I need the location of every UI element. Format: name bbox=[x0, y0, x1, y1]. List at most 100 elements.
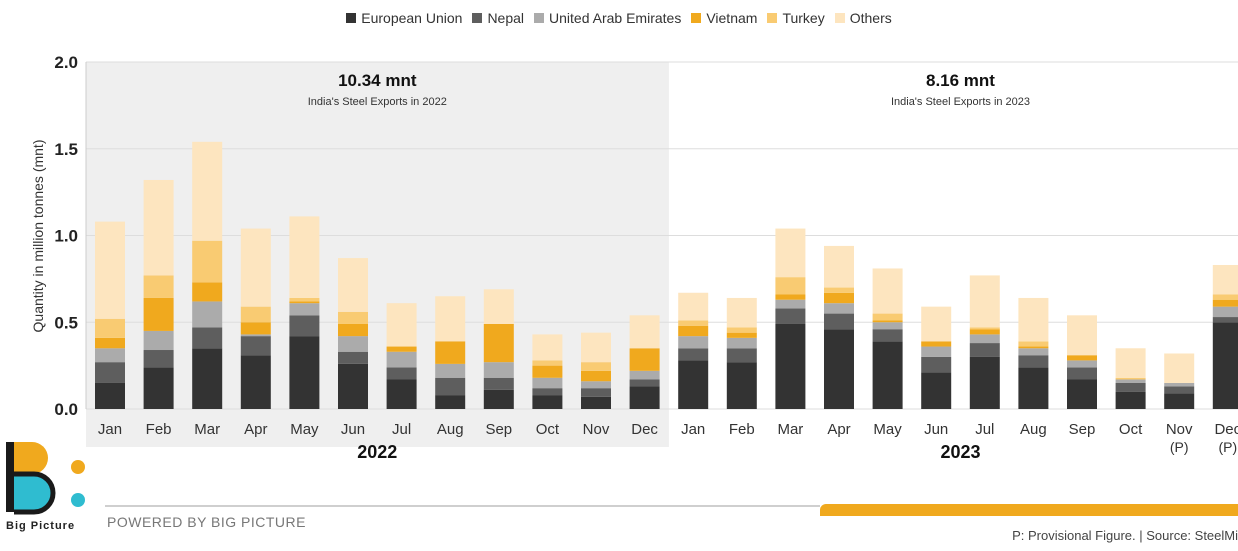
bar-segment bbox=[1212, 306, 1238, 318]
bar-segment bbox=[1018, 348, 1049, 356]
powered-by-text: POWERED BY BIG PICTURE bbox=[107, 514, 306, 530]
bar-segment bbox=[872, 341, 903, 409]
bar-segment bbox=[143, 297, 174, 331]
bar-segment bbox=[338, 258, 368, 312]
x-tick-sublabel: (P) bbox=[1218, 439, 1237, 455]
bar-segment bbox=[192, 240, 223, 283]
x-tick-label: Sep bbox=[485, 421, 512, 438]
x-tick-label: Feb bbox=[729, 421, 755, 438]
year-label: 2022 bbox=[357, 442, 397, 462]
bar-segment bbox=[1164, 393, 1195, 409]
bar-segment bbox=[872, 329, 903, 342]
y-tick-label: 1.0 bbox=[54, 227, 78, 246]
legend-label: Turkey bbox=[782, 10, 825, 26]
bar-segment bbox=[95, 221, 125, 319]
x-tick-label: Feb bbox=[146, 421, 172, 438]
bar-segment bbox=[435, 363, 466, 378]
legend-label: Vietnam bbox=[706, 10, 758, 26]
bar-segment bbox=[581, 370, 611, 382]
bar-segment bbox=[1164, 386, 1195, 394]
bar-segment bbox=[1212, 264, 1238, 295]
bar-segment bbox=[581, 381, 611, 389]
x-tick-label: Sep bbox=[1069, 421, 1096, 438]
bar-segment bbox=[338, 363, 368, 409]
x-tick-label: Aug bbox=[1020, 421, 1047, 438]
bar-segment bbox=[1115, 377, 1146, 380]
bar-segment bbox=[95, 362, 125, 383]
logo-mark-icon bbox=[6, 442, 85, 515]
bar-segment bbox=[532, 334, 563, 361]
y-tick-label: 2.0 bbox=[54, 53, 78, 72]
x-tick-label: Jul bbox=[392, 421, 411, 438]
bar-segment bbox=[192, 301, 223, 328]
bar-segment bbox=[921, 306, 952, 342]
bar-segment bbox=[824, 245, 854, 288]
bar-segment bbox=[532, 360, 563, 366]
bar-segment bbox=[581, 362, 611, 371]
bar-segment bbox=[775, 228, 806, 278]
x-tick-label: Aug bbox=[437, 421, 464, 438]
y-tick-label: 0.5 bbox=[54, 313, 78, 332]
x-tick-label: May bbox=[290, 421, 319, 438]
bar-segment bbox=[1018, 341, 1049, 347]
legend-swatch bbox=[834, 13, 845, 23]
bar-segment bbox=[1212, 294, 1238, 300]
bar-segment bbox=[775, 294, 806, 300]
bar-segment bbox=[678, 292, 709, 321]
bar-segment bbox=[1018, 297, 1049, 342]
bar-segment bbox=[1212, 317, 1238, 323]
bar-segment bbox=[629, 348, 660, 371]
bar-segment bbox=[678, 360, 709, 409]
bar-segment bbox=[386, 351, 417, 368]
bar-segment bbox=[629, 386, 660, 409]
bar-segment bbox=[726, 348, 757, 363]
bar-segment bbox=[143, 275, 174, 298]
x-tick-sublabel: (P) bbox=[1170, 439, 1189, 455]
bar-segment bbox=[581, 388, 611, 397]
legend-label: Nepal bbox=[487, 10, 525, 26]
bar-segment bbox=[1067, 355, 1097, 361]
year-subtitle: India's Steel Exports in 2023 bbox=[891, 96, 1030, 108]
footer-accent-bar bbox=[820, 504, 1238, 516]
bar-segment bbox=[338, 336, 368, 352]
bar-segment bbox=[775, 299, 806, 309]
bar-segment bbox=[192, 327, 223, 349]
bar-segment bbox=[192, 141, 223, 241]
bar-segment bbox=[289, 315, 320, 337]
bar-segment bbox=[289, 297, 320, 302]
year-total: 10.34 mnt bbox=[338, 71, 417, 90]
bar-segment bbox=[532, 365, 563, 378]
bar-segment bbox=[1018, 367, 1049, 409]
bar-segment bbox=[775, 323, 806, 409]
bar-segment bbox=[192, 282, 223, 302]
bar-segment bbox=[240, 322, 271, 335]
bar-segment bbox=[435, 395, 466, 409]
bar-segment bbox=[1212, 322, 1238, 409]
x-tick-label: Dec bbox=[631, 421, 658, 438]
bar-segment bbox=[1067, 360, 1097, 368]
bar-segment bbox=[338, 311, 368, 324]
bar-segment bbox=[824, 292, 854, 304]
bar-segment bbox=[1164, 382, 1195, 387]
footer-divider bbox=[105, 505, 820, 507]
legend-swatch bbox=[691, 13, 702, 23]
bar-segment bbox=[969, 356, 1000, 409]
legend-item: Nepal bbox=[472, 10, 524, 26]
bar-segment bbox=[872, 320, 903, 323]
bar-segment bbox=[969, 275, 1000, 328]
x-tick-label: Nov bbox=[1166, 421, 1193, 438]
x-tick-label: Mar bbox=[194, 421, 220, 438]
x-tick-label: Oct bbox=[1119, 421, 1143, 438]
bar-segment bbox=[338, 323, 368, 337]
x-tick-label: Nov bbox=[583, 421, 610, 438]
x-tick-label: Apr bbox=[827, 421, 850, 438]
bar-segment bbox=[969, 334, 1000, 344]
bar-segment bbox=[95, 348, 125, 363]
bar-segment bbox=[240, 306, 271, 323]
x-tick-label: Jun bbox=[341, 421, 365, 438]
bar-segment bbox=[581, 396, 611, 409]
bar-segment bbox=[1067, 315, 1097, 356]
bar-segment bbox=[1115, 348, 1146, 378]
